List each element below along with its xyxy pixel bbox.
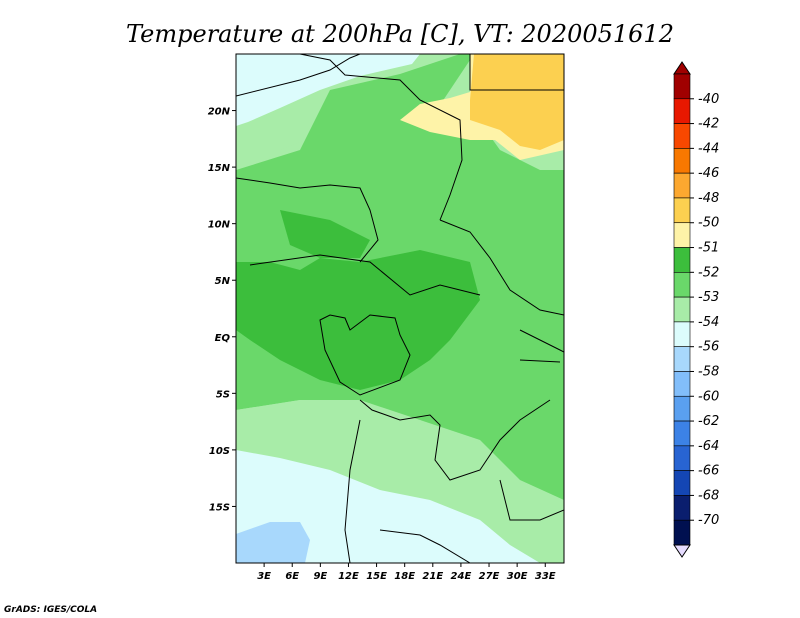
x-tick-label: 21E xyxy=(422,571,443,582)
y-tick-label: 5S xyxy=(216,389,230,400)
x-axis-ticks: 3E 6E 9E 12E 15E 18E 21E 24E 27E 30E 33E xyxy=(257,563,556,582)
colorbar-swatch xyxy=(673,296,691,323)
y-tick-label: EQ xyxy=(215,333,231,344)
y-axis-ticks: 20N 15N 10N 5N EQ 5S 10S 15S xyxy=(208,107,236,513)
y-tick-label: 10S xyxy=(209,446,230,457)
colorbar-label: -48 xyxy=(698,191,719,206)
country-borders xyxy=(236,54,564,563)
x-tick-label: 27E xyxy=(479,571,500,582)
colorbar-label: -42 xyxy=(698,117,719,132)
colorbar-swatch xyxy=(673,495,691,521)
field-region-56-southwest xyxy=(236,450,540,563)
colorbar-swatch xyxy=(673,247,691,273)
colorbar-swatch xyxy=(673,371,691,397)
colorbar-label: -58 xyxy=(698,364,719,379)
map-field xyxy=(236,54,564,563)
colorbar-label: -54 xyxy=(698,315,719,330)
colorbar-label: -60 xyxy=(698,389,719,404)
colorbar-swatch xyxy=(673,445,691,471)
colorbar-swatch xyxy=(673,197,691,224)
colorbar-swatch xyxy=(673,395,691,422)
x-tick-label: 9E xyxy=(313,571,327,582)
colorbar-label: -40 xyxy=(698,92,719,107)
colorbar-swatch xyxy=(673,222,691,248)
colorbar-label: -50 xyxy=(698,216,719,231)
colorbar-swatch xyxy=(673,420,691,447)
colorbar-label: -64 xyxy=(698,439,719,454)
x-tick-label: 6E xyxy=(285,571,299,582)
colorbar-label: -68 xyxy=(698,488,719,503)
colorbar-label: -46 xyxy=(698,166,719,181)
field-region-56-northwest xyxy=(236,54,420,126)
x-tick-label: 12E xyxy=(338,571,359,582)
colorbar-label: -56 xyxy=(698,340,719,355)
colorbar-swatch xyxy=(673,123,691,149)
chart-title: Temperature at 200hPa [C], VT: 202005161… xyxy=(126,20,674,48)
field-region-48-northeast xyxy=(470,54,564,150)
colorbar-label: -70 xyxy=(698,513,719,528)
colorbar-swatch xyxy=(673,470,691,496)
colorbar-swatch xyxy=(673,519,691,546)
colorbar-label: -51 xyxy=(698,241,719,256)
y-tick-label: 15N xyxy=(208,163,231,174)
colorbar-label: -52 xyxy=(698,265,719,280)
field-region-58-southwest xyxy=(236,522,310,563)
y-tick-label: 10N xyxy=(208,220,231,231)
colorbar-swatch xyxy=(673,148,691,174)
colorbar-swatch xyxy=(673,272,691,298)
colorbar-swatch xyxy=(673,98,691,124)
colorbar-swatch xyxy=(673,73,691,100)
field-core-52-north xyxy=(280,210,370,258)
field-core-52-central xyxy=(236,250,480,390)
colorbar-top-arrow xyxy=(673,61,691,75)
plot-frame xyxy=(235,53,565,564)
x-tick-label: 15E xyxy=(366,571,387,582)
x-tick-label: 30E xyxy=(507,571,528,582)
colorbar-label: -62 xyxy=(698,414,719,429)
colorbar-label: -44 xyxy=(698,141,719,156)
colorbar: -40 -42 -44 -46 -48 -50 -51 -52 -53 -54 -56 -58 -60 -… xyxy=(673,61,719,558)
colorbar-swatch xyxy=(673,346,691,372)
y-tick-label: 5N xyxy=(215,276,231,287)
x-tick-label: 18E xyxy=(394,571,415,582)
grads-credit: GrADS: IGES/COLA xyxy=(4,605,97,615)
colorbar-label: -66 xyxy=(698,464,719,479)
colorbar-bottom-arrow xyxy=(673,544,691,558)
x-tick-label: 3E xyxy=(257,571,271,582)
colorbar-swatch xyxy=(673,172,691,199)
colorbar-swatch xyxy=(673,321,691,347)
y-tick-label: 15S xyxy=(209,502,230,513)
y-tick-label: 20N xyxy=(208,107,231,118)
x-tick-label: 33E xyxy=(535,571,556,582)
colorbar-label: -53 xyxy=(698,290,719,305)
x-tick-label: 24E xyxy=(451,571,472,582)
